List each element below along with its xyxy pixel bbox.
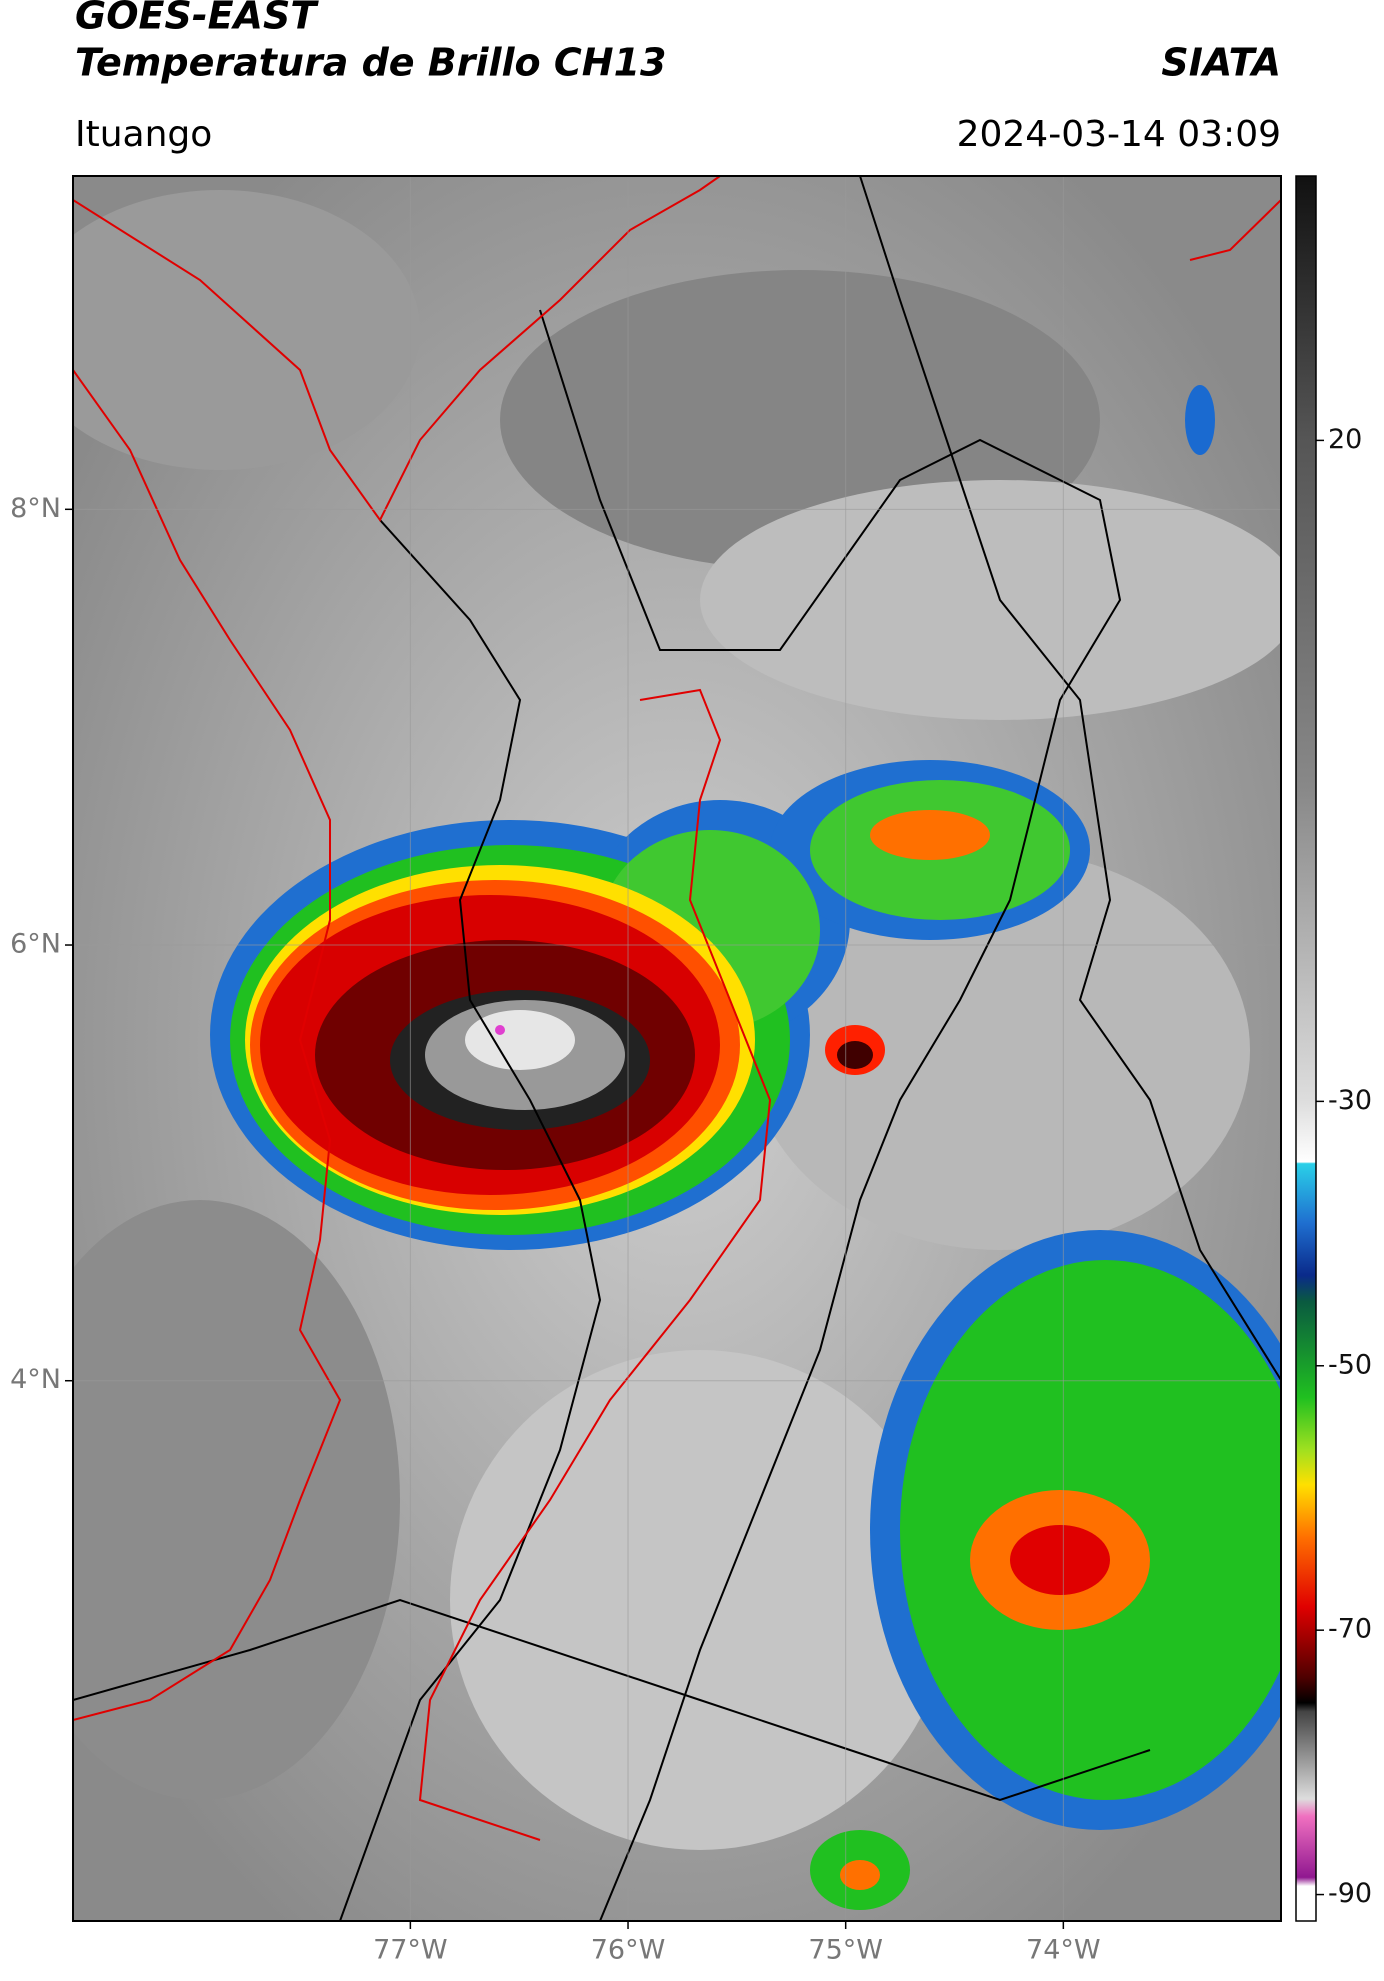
subtitle: Temperatura de Brillo CH13 bbox=[75, 41, 666, 85]
datetime: 2024-03-14 03:09 bbox=[957, 114, 1281, 155]
colorbar-tick-label: -30 bbox=[1328, 1085, 1372, 1116]
satellite-image bbox=[73, 176, 1281, 1921]
y-tick-label: 4°N bbox=[10, 1364, 61, 1395]
y-tick-label: 8°N bbox=[10, 493, 61, 524]
colorbar-tick-label: 20 bbox=[1328, 424, 1362, 455]
x-tick-label: 74°W bbox=[1026, 1935, 1101, 1966]
colorbar-tick-label: -90 bbox=[1328, 1878, 1372, 1909]
location: Ituango bbox=[75, 114, 212, 155]
source: SIATA bbox=[1161, 41, 1281, 85]
title: GOES-EAST bbox=[75, 0, 319, 38]
x-tick-label: 75°W bbox=[808, 1935, 883, 1966]
colorbar-tick-label: -70 bbox=[1328, 1614, 1372, 1645]
y-tick-label: 6°N bbox=[10, 929, 61, 960]
colorbar-tick-label: -50 bbox=[1328, 1349, 1372, 1380]
x-tick-label: 77°W bbox=[373, 1935, 448, 1966]
colorbar bbox=[1295, 175, 1317, 1922]
x-tick-label: 76°W bbox=[591, 1935, 666, 1966]
map-frame bbox=[72, 175, 1282, 1922]
